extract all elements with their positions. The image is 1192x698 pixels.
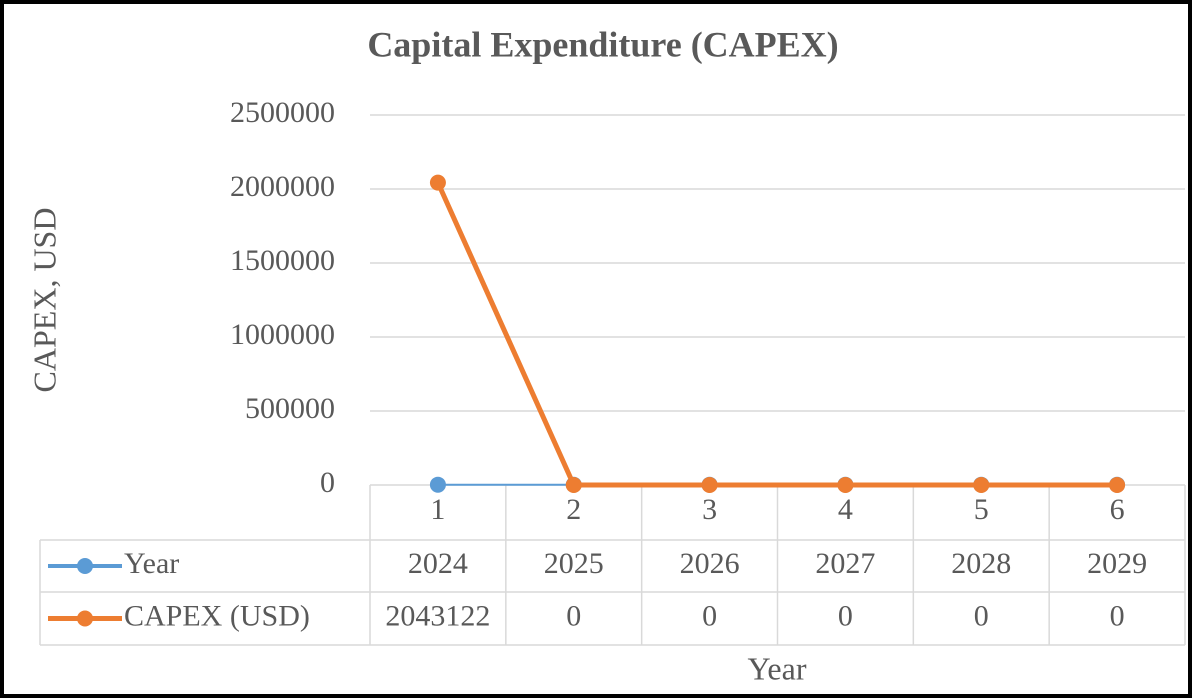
- legend-label: Year: [124, 547, 179, 580]
- marker: [429, 476, 446, 493]
- y-tick-label: 2000000: [230, 170, 335, 203]
- table-cell: 2028: [951, 547, 1011, 580]
- chart-title: Capital Expenditure (CAPEX): [367, 24, 838, 64]
- x-tick-label: 4: [838, 493, 853, 526]
- x-tick-label: 6: [1110, 493, 1125, 526]
- y-tick-label: 1000000: [230, 318, 335, 351]
- y-tick-label: 1500000: [230, 244, 335, 277]
- table-cell: 2025: [544, 547, 604, 580]
- marker: [701, 477, 718, 493]
- legend-key-marker: [77, 558, 93, 574]
- table-cell: 0: [702, 599, 717, 632]
- table-cell: 0: [566, 599, 581, 632]
- y-tick-label: 2500000: [230, 96, 335, 129]
- x-tick-label: 2: [566, 493, 581, 526]
- y-tick-label: 500000: [245, 392, 335, 425]
- marker: [837, 477, 854, 493]
- marker: [429, 174, 446, 191]
- table-cell: 2043122: [385, 599, 490, 632]
- y-tick-label: 0: [320, 466, 335, 499]
- marker: [973, 477, 990, 493]
- marker: [565, 477, 582, 493]
- table-cell: 0: [974, 599, 989, 632]
- table-cell: 2029: [1087, 547, 1147, 580]
- table-cell: 2026: [680, 547, 740, 580]
- y-axis-title: CAPEX, USD: [26, 208, 62, 393]
- x-tick-label: 5: [974, 493, 989, 526]
- table-cell: 2027: [815, 547, 875, 580]
- marker: [1109, 477, 1126, 493]
- table-cell: 0: [1110, 599, 1125, 632]
- legend-label: CAPEX (USD): [124, 599, 310, 632]
- x-tick-label: 1: [430, 493, 445, 526]
- table-cell: 0: [838, 599, 853, 632]
- x-axis-title: Year: [748, 650, 807, 686]
- legend-key-marker: [77, 610, 93, 627]
- table-cell: 2024: [408, 547, 468, 580]
- x-tick-label: 3: [702, 493, 717, 526]
- line: [435, 181, 1118, 488]
